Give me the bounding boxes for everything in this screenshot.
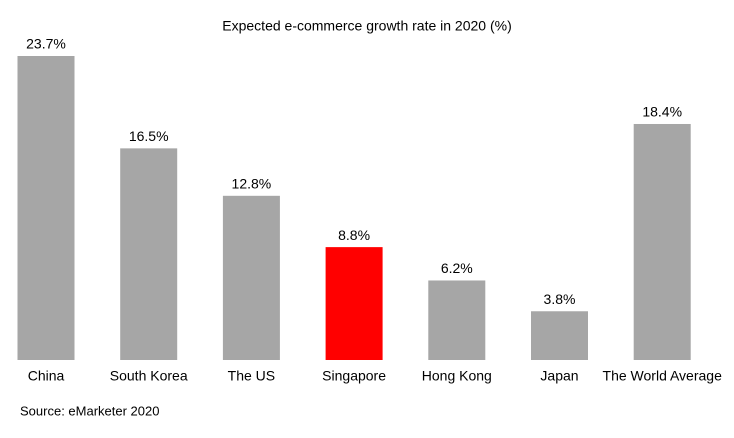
chart-title: Expected e-commerce growth rate in 2020 … bbox=[222, 18, 511, 34]
value-label: 8.8% bbox=[338, 227, 370, 243]
x-tick-label: Hong Kong bbox=[422, 368, 492, 384]
value-label: 18.4% bbox=[642, 104, 682, 120]
x-tick-label: South Korea bbox=[110, 368, 188, 384]
x-tick-label: Japan bbox=[540, 368, 578, 384]
bar bbox=[222, 195, 280, 360]
bar bbox=[17, 56, 75, 360]
bar bbox=[633, 123, 691, 360]
source-note: Source: eMarketer 2020 bbox=[20, 403, 159, 418]
bar bbox=[531, 311, 588, 360]
value-label: 6.2% bbox=[441, 260, 473, 276]
bar bbox=[428, 280, 486, 360]
x-tick-label: The World Average bbox=[603, 368, 723, 384]
value-label: 16.5% bbox=[129, 128, 169, 144]
x-tick-label: The US bbox=[228, 368, 275, 384]
x-tick-label: Singapore bbox=[322, 368, 386, 384]
bar bbox=[120, 148, 178, 360]
value-label: 23.7% bbox=[26, 36, 66, 52]
value-label: 3.8% bbox=[544, 291, 576, 307]
value-label: 12.8% bbox=[232, 176, 272, 192]
bar bbox=[325, 247, 383, 360]
x-tick-label: China bbox=[28, 368, 65, 384]
